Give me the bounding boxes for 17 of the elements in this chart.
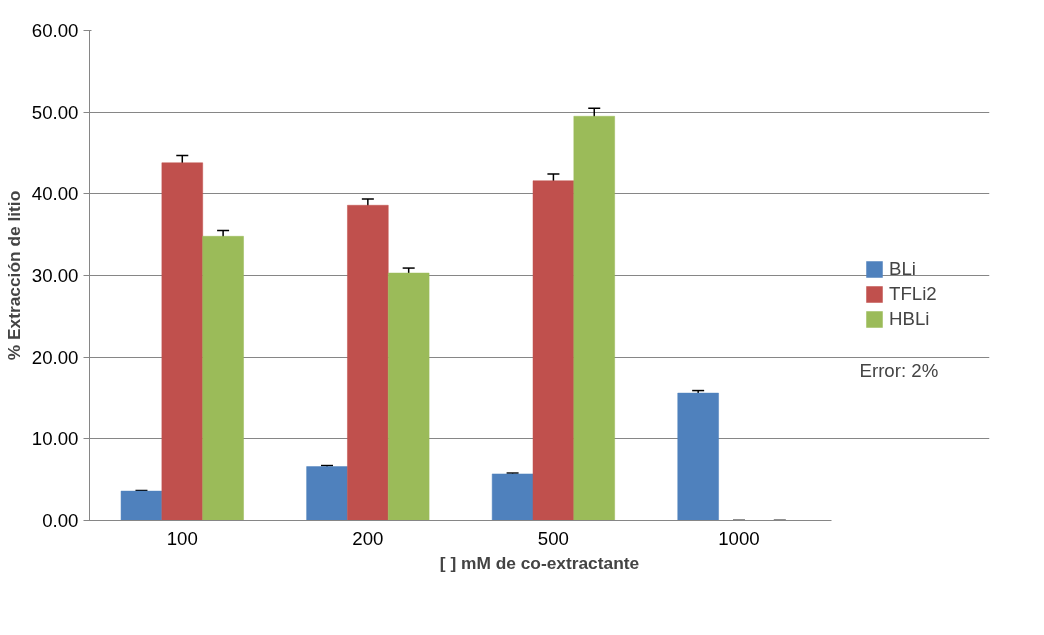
y-tick-label: 50.00 bbox=[31, 101, 79, 123]
legend-label: HBLi bbox=[889, 308, 930, 330]
x-tick-label: 1000 bbox=[718, 527, 760, 549]
legend-label: BLi bbox=[889, 258, 916, 280]
y-tick-label: 30.00 bbox=[31, 265, 79, 286]
legend-label: TFLi2 bbox=[889, 283, 937, 305]
y-tick-label: 0.00 bbox=[42, 510, 79, 531]
y-tick-label: 40.00 bbox=[31, 183, 79, 205]
x-tick-label: 100 bbox=[166, 527, 198, 549]
text: Error: 2% bbox=[859, 359, 939, 381]
x-tick-label: 500 bbox=[537, 527, 569, 549]
x-axis-title: [ ] mM de co-extractante bbox=[439, 552, 640, 573]
y-tick-label: 10.00 bbox=[31, 428, 79, 450]
y-axis-title: % Extracción de litio bbox=[3, 190, 24, 361]
x-tick-label: 200 bbox=[352, 527, 384, 549]
y-tick-label: 20.00 bbox=[31, 346, 79, 368]
y-tick-label: 60.00 bbox=[31, 20, 79, 41]
